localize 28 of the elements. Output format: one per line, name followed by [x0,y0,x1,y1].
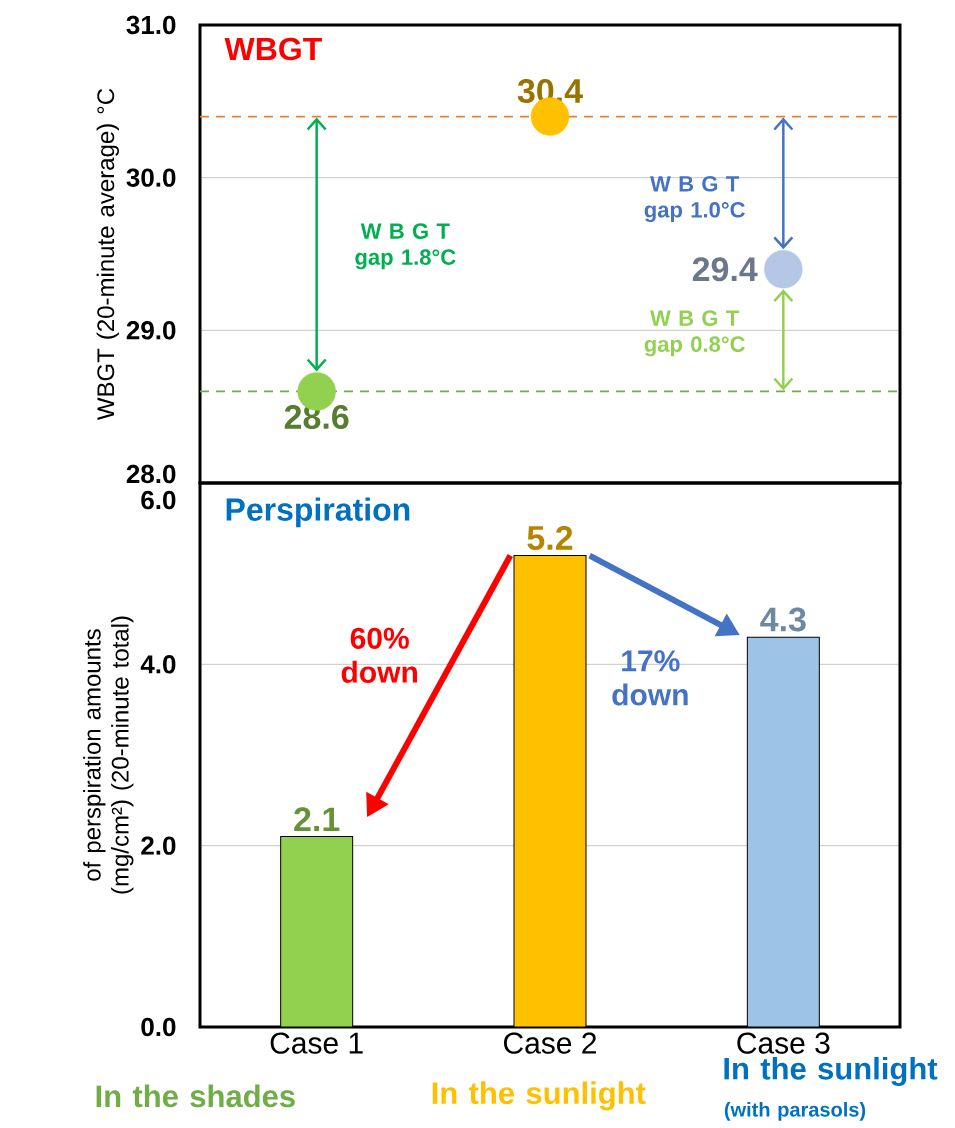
y-tick-label: 30.0 [126,168,176,187]
data-label: 29.4 [692,257,758,282]
y-tick-label: 4.0 [140,655,176,674]
annotation: W B G T gap 0.8°C [644,310,745,357]
x-tick-label: Case 3 [737,1032,830,1054]
y-tick-label: 29.0 [126,321,176,340]
data-label: 5.2 [527,525,573,550]
chart-title: WBGT [224,37,322,61]
annotation: 60% down [341,627,417,683]
y-tick-label: 6.0 [141,490,176,510]
y-tick-label: 28.0 [126,464,176,484]
y-tick-label: 31.0 [126,15,176,35]
data-label: 2.1 [294,807,340,832]
text: In the sunlight [724,1056,938,1086]
data-label: 4.3 [760,607,806,632]
x-tick-label: Case 1 [270,1032,363,1054]
text: (with parasols) [724,1101,866,1121]
y-tick-label: 0.0 [141,1017,176,1037]
y-tick-label: 2.0 [141,836,176,855]
annotation: W B G T gap 1.0°C [644,176,745,223]
y-axis-title: of perspiration amounts (mg/cm²) (20-minute total) [83,616,134,894]
annotation: W B G T gap 1.8°C [355,223,456,270]
y-axis-title: WBGT (20-minute average) °C [96,88,119,421]
text: In the sunlight [432,1081,646,1111]
annotation: 17% down [612,650,688,706]
text: In the shades [96,1084,295,1108]
x-tick-label: Case 2 [503,1032,596,1054]
chart-title: Perspiration [226,497,410,528]
